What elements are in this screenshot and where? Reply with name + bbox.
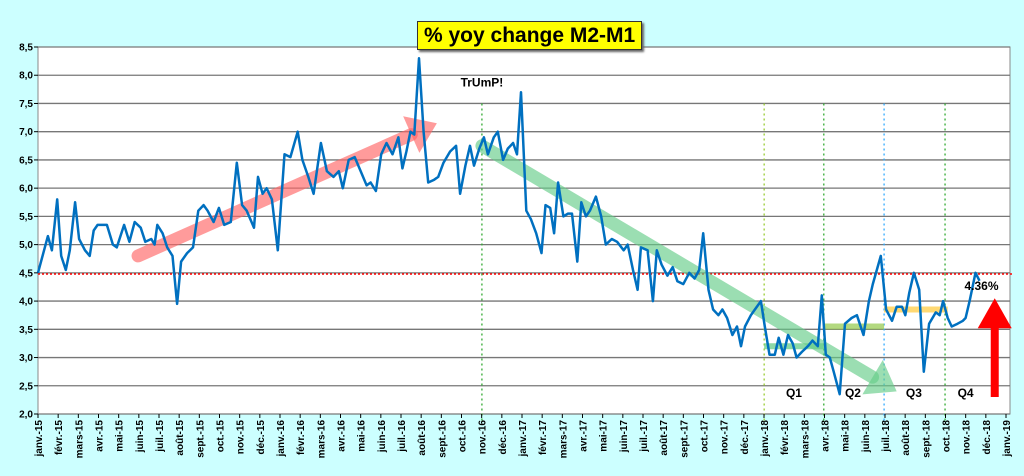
- x-tick-label: sept.-16: [437, 420, 448, 458]
- annotation-label: TrUmP!: [461, 76, 504, 90]
- x-tick-label: janv.-19: [1002, 420, 1013, 458]
- x-tick-label: juin-17: [619, 420, 630, 454]
- x-tick-label: mai-16: [357, 420, 368, 452]
- x-tick-label: févr.-18: [780, 420, 791, 455]
- annotation-label: Q4: [958, 386, 974, 400]
- chart-title: % yoy change M2-M1: [417, 21, 643, 50]
- x-tick-label: nov.-17: [720, 420, 731, 455]
- x-tick-label: nov.-18: [962, 420, 973, 455]
- x-tick-label: juin-16: [377, 420, 388, 454]
- y-tick-label: 6,0: [19, 184, 33, 195]
- trend-arrow-shaft: [475, 139, 880, 384]
- y-tick-label: 5,0: [19, 240, 33, 251]
- annotation-label: Q2: [845, 386, 861, 400]
- x-tick-label: janv.-16: [276, 420, 287, 458]
- y-tick-label: 4,5: [19, 268, 33, 279]
- x-tick-label: juil.-17: [639, 420, 650, 453]
- y-tick-label: 5,5: [19, 212, 33, 223]
- y-tick-label: 2,5: [19, 381, 33, 392]
- annotation-label: Q1: [786, 386, 802, 400]
- y-axis: 2,0 2,5 3,0 3,5 4,0 4,5 5,0 5,5 6,0 6,5 7,0 7,5 8,0 8…: [19, 43, 38, 421]
- annotation-label: 4.36%: [964, 279, 998, 293]
- x-tick-label: janv.-17: [518, 420, 529, 458]
- x-tick-label: juil.-18: [881, 420, 892, 453]
- trend-arrow-head: [862, 359, 897, 395]
- x-tick-label: janv.-15: [34, 420, 45, 458]
- x-tick-label: oct.-15: [216, 420, 227, 453]
- x-tick-label: févr.-16: [296, 420, 307, 455]
- y-tick-label: 6,5: [19, 155, 33, 166]
- annotation-label: Q3: [906, 386, 922, 400]
- x-tick-label: avr.-15: [95, 420, 106, 452]
- y-tick-label: 2,0: [19, 410, 33, 421]
- x-tick-label: mai-17: [599, 420, 610, 452]
- x-tick-label: nov.-16: [478, 420, 489, 455]
- x-tick-label: mai-18: [841, 420, 852, 452]
- x-tick-label: avr.-17: [579, 420, 590, 452]
- x-tick-label: déc.-17: [740, 420, 751, 455]
- x-tick-label: juin-15: [135, 420, 146, 454]
- x-tick-label: avr.-16: [337, 420, 348, 452]
- x-tick-label: avr.-18: [821, 420, 832, 452]
- x-tick-label: déc.-18: [982, 420, 993, 455]
- x-tick-label: août-15: [175, 420, 186, 456]
- x-tick-label: août-17: [659, 420, 670, 456]
- x-tick-label: mars-15: [74, 420, 85, 459]
- x-tick-label: janv.-18: [760, 420, 771, 458]
- x-tick-label: févr.-17: [538, 420, 549, 455]
- x-tick-label: mars-18: [800, 420, 811, 459]
- annotations-back: [38, 103, 1014, 422]
- x-tick-label: sept.-15: [195, 420, 206, 458]
- x-tick-label: déc.-15: [256, 420, 267, 455]
- series-line: [36, 57, 981, 396]
- trend-arrow-head: [403, 116, 437, 153]
- annotations-front: TrUmP! Q1 Q2 Q3 Q4 4.36%: [461, 76, 1012, 400]
- y-tick-label: 3,5: [19, 325, 33, 336]
- y-tick-label: 7,5: [19, 99, 33, 110]
- x-tick-label: oct.-16: [458, 420, 469, 453]
- x-tick-label: juil.-15: [155, 420, 166, 453]
- trend-arrow-shaft: [131, 128, 418, 263]
- x-axis: janv.-15 févr.-15 mars-15 avr.-15 mai-15 juin…: [34, 414, 1013, 458]
- y-tick-label: 7,0: [19, 127, 33, 138]
- x-tick-label: août-18: [901, 420, 912, 456]
- x-tick-label: mars-17: [558, 420, 569, 459]
- y-tick-label: 8,5: [19, 43, 33, 54]
- x-tick-label: juil.-16: [397, 420, 408, 453]
- x-tick-label: août-16: [417, 420, 428, 456]
- up-arrow-head: [977, 298, 1012, 329]
- y-tick-label: 8,0: [19, 71, 33, 82]
- y-tick-label: 4,0: [19, 297, 33, 308]
- x-tick-label: mai-15: [115, 420, 126, 452]
- x-tick-label: sept.-18: [921, 420, 932, 458]
- x-tick-label: déc.-16: [498, 420, 509, 455]
- x-tick-label: oct.-18: [942, 420, 953, 453]
- x-tick-label: sept.-17: [679, 420, 690, 458]
- x-tick-label: oct.-17: [700, 420, 711, 453]
- x-tick-label: févr.-15: [54, 420, 65, 455]
- x-tick-label: mars-16: [316, 420, 327, 459]
- y-tick-label: 3,0: [19, 353, 33, 364]
- x-tick-label: juin-18: [861, 420, 872, 454]
- x-tick-label: nov.-15: [236, 420, 247, 455]
